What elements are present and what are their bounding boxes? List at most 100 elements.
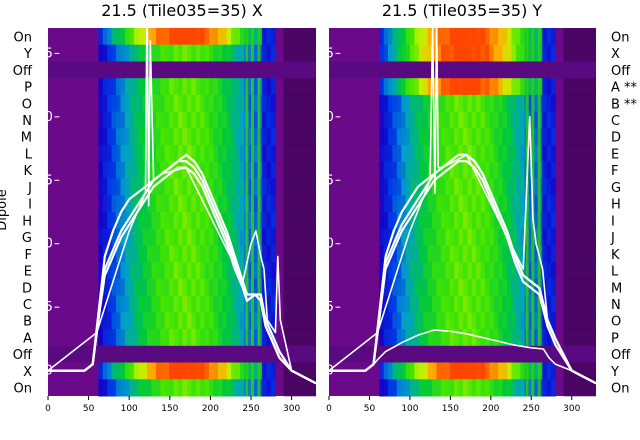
heatmap-stripe: [525, 295, 529, 313]
heatmap-edge: [283, 295, 316, 313]
heatmap-cell: [454, 28, 459, 46]
heatmap-cell: [271, 195, 276, 213]
heatmap-cell: [178, 44, 183, 62]
heatmap-cell: [116, 78, 121, 96]
heatmap-cell: [418, 128, 424, 146]
heatmap-cell: [410, 145, 415, 163]
heatmap-cell: [476, 161, 482, 179]
heatmap-cell: [124, 44, 130, 62]
heatmap-cell: [392, 44, 398, 62]
heatmap-cell: [182, 295, 188, 313]
heatmap-stripe: [257, 329, 261, 347]
heatmap-cell: [129, 329, 135, 347]
heatmap-cell: [485, 145, 490, 163]
heatmap-cell: [410, 195, 415, 213]
heatmap-cell: [155, 228, 161, 246]
heatmap-cell: [266, 111, 272, 129]
heatmap-stripe: [251, 295, 254, 313]
heatmap-cell: [392, 362, 398, 380]
heatmap-cell: [231, 178, 236, 196]
heatmap-cell: [476, 278, 482, 297]
heatmap-cell: [467, 44, 473, 62]
heatmap-cell: [458, 195, 464, 213]
heatmap-cell: [222, 78, 228, 96]
row-label: O: [611, 315, 621, 330]
heatmap-cell: [467, 111, 473, 129]
heatmap-cell: [507, 78, 512, 96]
heatmap-cell: [266, 128, 272, 146]
heatmap-cell: [520, 44, 526, 62]
heatmap-cell: [129, 128, 135, 146]
heatmap-edge: [563, 329, 596, 347]
heatmap-cell: [414, 329, 420, 347]
heatmap-stripe: [245, 262, 249, 280]
heatmap-cell: [138, 329, 144, 347]
heatmap-cell: [392, 312, 398, 330]
heatmap-edge: [563, 78, 596, 96]
heatmap-cell: [440, 78, 446, 96]
heatmap-cell: [173, 178, 179, 196]
heatmap-cell: [414, 312, 420, 330]
heatmap-cell: [476, 228, 482, 246]
heatmap-cell: [480, 78, 486, 96]
heatmap-cell: [253, 312, 259, 330]
heatmap-row: [379, 44, 596, 62]
heatmap-cell: [432, 28, 437, 46]
heatmap-cell: [551, 128, 556, 146]
heatmap-stripe: [251, 245, 254, 263]
heatmap-cell: [111, 78, 117, 96]
heatmap-cell: [271, 78, 276, 96]
heatmap-cell: [164, 379, 170, 397]
heatmap-cell: [520, 128, 526, 146]
heatmap-cell: [462, 28, 468, 46]
heatmap-cell: [271, 145, 276, 163]
heatmap-cell: [204, 212, 210, 230]
heatmap-cell: [204, 161, 210, 179]
heatmap-cell: [195, 161, 201, 179]
heatmap-cell: [271, 212, 276, 230]
heatmap-cell: [401, 262, 407, 280]
heatmap-cell: [462, 195, 468, 213]
heatmap-stripe: [531, 379, 535, 397]
heatmap-cell: [533, 28, 539, 46]
heatmap-cell: [209, 94, 214, 113]
heatmap-cell: [485, 379, 490, 397]
heatmap-cell: [507, 145, 512, 163]
heatmap-stripe: [537, 178, 541, 196]
heatmap-cell: [467, 245, 473, 263]
heatmap-stripe: [251, 329, 254, 347]
heatmap-cell: [396, 44, 402, 62]
heatmap-cell: [182, 329, 188, 347]
heatmap-stripe: [257, 228, 261, 246]
heatmap-cell: [111, 111, 117, 129]
heatmap-cell: [507, 94, 512, 113]
heatmap-cell: [111, 278, 117, 297]
heatmap-cell: [200, 44, 206, 62]
heatmap-cell: [436, 94, 442, 113]
heatmap-cell: [102, 111, 108, 129]
heatmap-cell: [454, 145, 459, 163]
heatmap-cell: [253, 262, 259, 280]
heatmap-row: [379, 295, 596, 313]
heatmap-cell: [423, 128, 429, 146]
heatmap-cell: [502, 262, 508, 280]
heatmap-cell: [551, 262, 556, 280]
heatmap-cell: [195, 145, 201, 163]
heatmap-cell: [262, 145, 267, 163]
heatmap-cell: [551, 278, 556, 297]
heatmap-cell: [173, 245, 179, 263]
heatmap-cell: [124, 379, 130, 397]
heatmap-cell: [427, 78, 433, 96]
heatmap-cell: [396, 195, 402, 213]
heatmap-cell: [498, 178, 504, 196]
heatmap-cell: [178, 262, 183, 280]
heatmap-cell: [493, 78, 499, 96]
heatmap-stripe: [251, 28, 254, 46]
heatmap-cell: [445, 362, 451, 380]
heatmap-cell: [173, 295, 179, 313]
heatmap-cell: [507, 245, 512, 263]
overlay-ytick-label: 20: [36, 110, 53, 125]
heatmap-cell: [98, 329, 104, 347]
heatmap-cell: [449, 245, 455, 263]
heatmap-cell: [502, 312, 508, 330]
